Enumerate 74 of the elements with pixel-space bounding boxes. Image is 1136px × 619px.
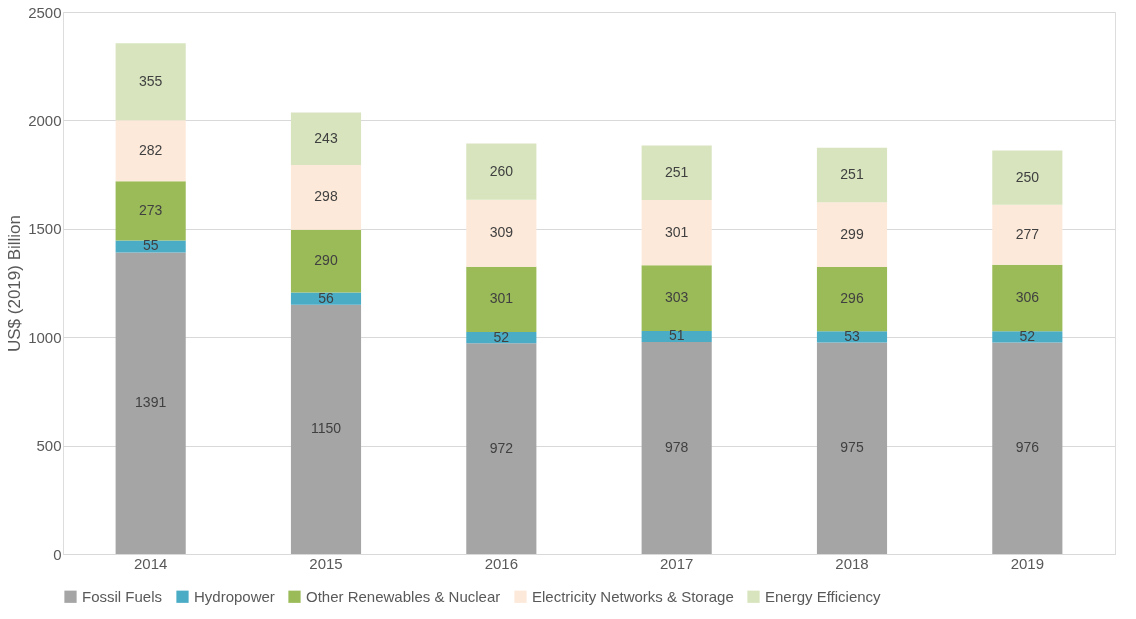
bar — [992, 204, 1063, 265]
data-label: 56 — [318, 289, 334, 306]
data-label: 303 — [664, 289, 689, 306]
bar — [290, 229, 362, 293]
bar — [466, 266, 537, 332]
data-label: 309 — [489, 224, 514, 241]
bar — [641, 145, 712, 200]
data-label: 301 — [664, 223, 689, 240]
bar — [466, 143, 537, 200]
bar — [816, 147, 888, 203]
data-label: 1150 — [310, 420, 342, 437]
bar — [115, 43, 186, 121]
data-label: 250 — [1015, 168, 1040, 185]
data-label: 260 — [489, 162, 514, 179]
data-label: 52 — [493, 328, 510, 345]
data-label: 355 — [138, 72, 163, 89]
bar — [641, 330, 712, 342]
bar — [816, 342, 888, 554]
data-label: 975 — [840, 439, 864, 456]
bar — [466, 343, 537, 554]
y-tick-label: 500 — [36, 437, 62, 455]
bar — [290, 165, 362, 230]
bar — [816, 331, 888, 343]
bar — [641, 199, 712, 266]
x-tick-label: 2016 — [484, 554, 519, 572]
data-label: 299 — [840, 225, 864, 242]
data-label: 298 — [314, 188, 338, 205]
data-label: 976 — [1015, 439, 1040, 456]
x-tick-label: 2018 — [835, 554, 869, 572]
bar — [115, 252, 186, 554]
bar — [992, 342, 1063, 554]
data-label: 53 — [844, 327, 860, 344]
x-tick-label: 2019 — [1010, 554, 1045, 572]
bar — [290, 112, 362, 166]
data-label: 296 — [840, 290, 864, 307]
y-tick-label: 1500 — [28, 220, 62, 238]
bar — [992, 150, 1063, 205]
legend-label: Electricity Networks & Storage — [532, 587, 734, 605]
bar — [816, 266, 888, 332]
bar — [115, 181, 186, 241]
data-label: 55 — [142, 237, 159, 254]
legend-label: Fossil Fuels — [82, 587, 163, 605]
data-label: 306 — [1015, 288, 1040, 305]
data-label: 277 — [1015, 225, 1040, 242]
legend-label: Other Renewables & Nuclear — [306, 587, 501, 605]
bar — [466, 199, 537, 267]
data-label: 301 — [489, 290, 514, 307]
bar — [641, 341, 712, 554]
data-label: 251 — [664, 163, 689, 180]
data-label: 1391 — [135, 394, 167, 411]
y-tick-label: 1000 — [28, 328, 62, 346]
data-label: 51 — [668, 327, 685, 344]
legend-label: Energy Efficiency — [765, 587, 882, 605]
bar — [992, 264, 1063, 332]
x-tick-label: 2017 — [659, 554, 694, 572]
bar — [290, 304, 362, 554]
data-label: 243 — [314, 129, 338, 146]
data-label: 978 — [664, 438, 689, 455]
data-label: 52 — [1019, 327, 1036, 344]
x-tick-label: 2014 — [133, 554, 168, 572]
x-tick-label: 2015 — [309, 554, 343, 572]
data-label: 972 — [489, 439, 514, 456]
y-tick-label: 2500 — [28, 3, 62, 21]
bar — [115, 120, 186, 182]
bar — [641, 265, 712, 331]
legend-label: Hydropower — [194, 587, 275, 605]
y-tick-label: 2000 — [28, 111, 62, 129]
data-label: 282 — [138, 141, 163, 158]
y-axis-title: US$ (2019) Billion — [5, 214, 25, 353]
y-tick-label: 0 — [53, 545, 62, 563]
data-label: 290 — [314, 252, 338, 269]
data-label: 251 — [840, 165, 864, 182]
data-label: 273 — [138, 201, 163, 218]
bar — [816, 202, 888, 267]
